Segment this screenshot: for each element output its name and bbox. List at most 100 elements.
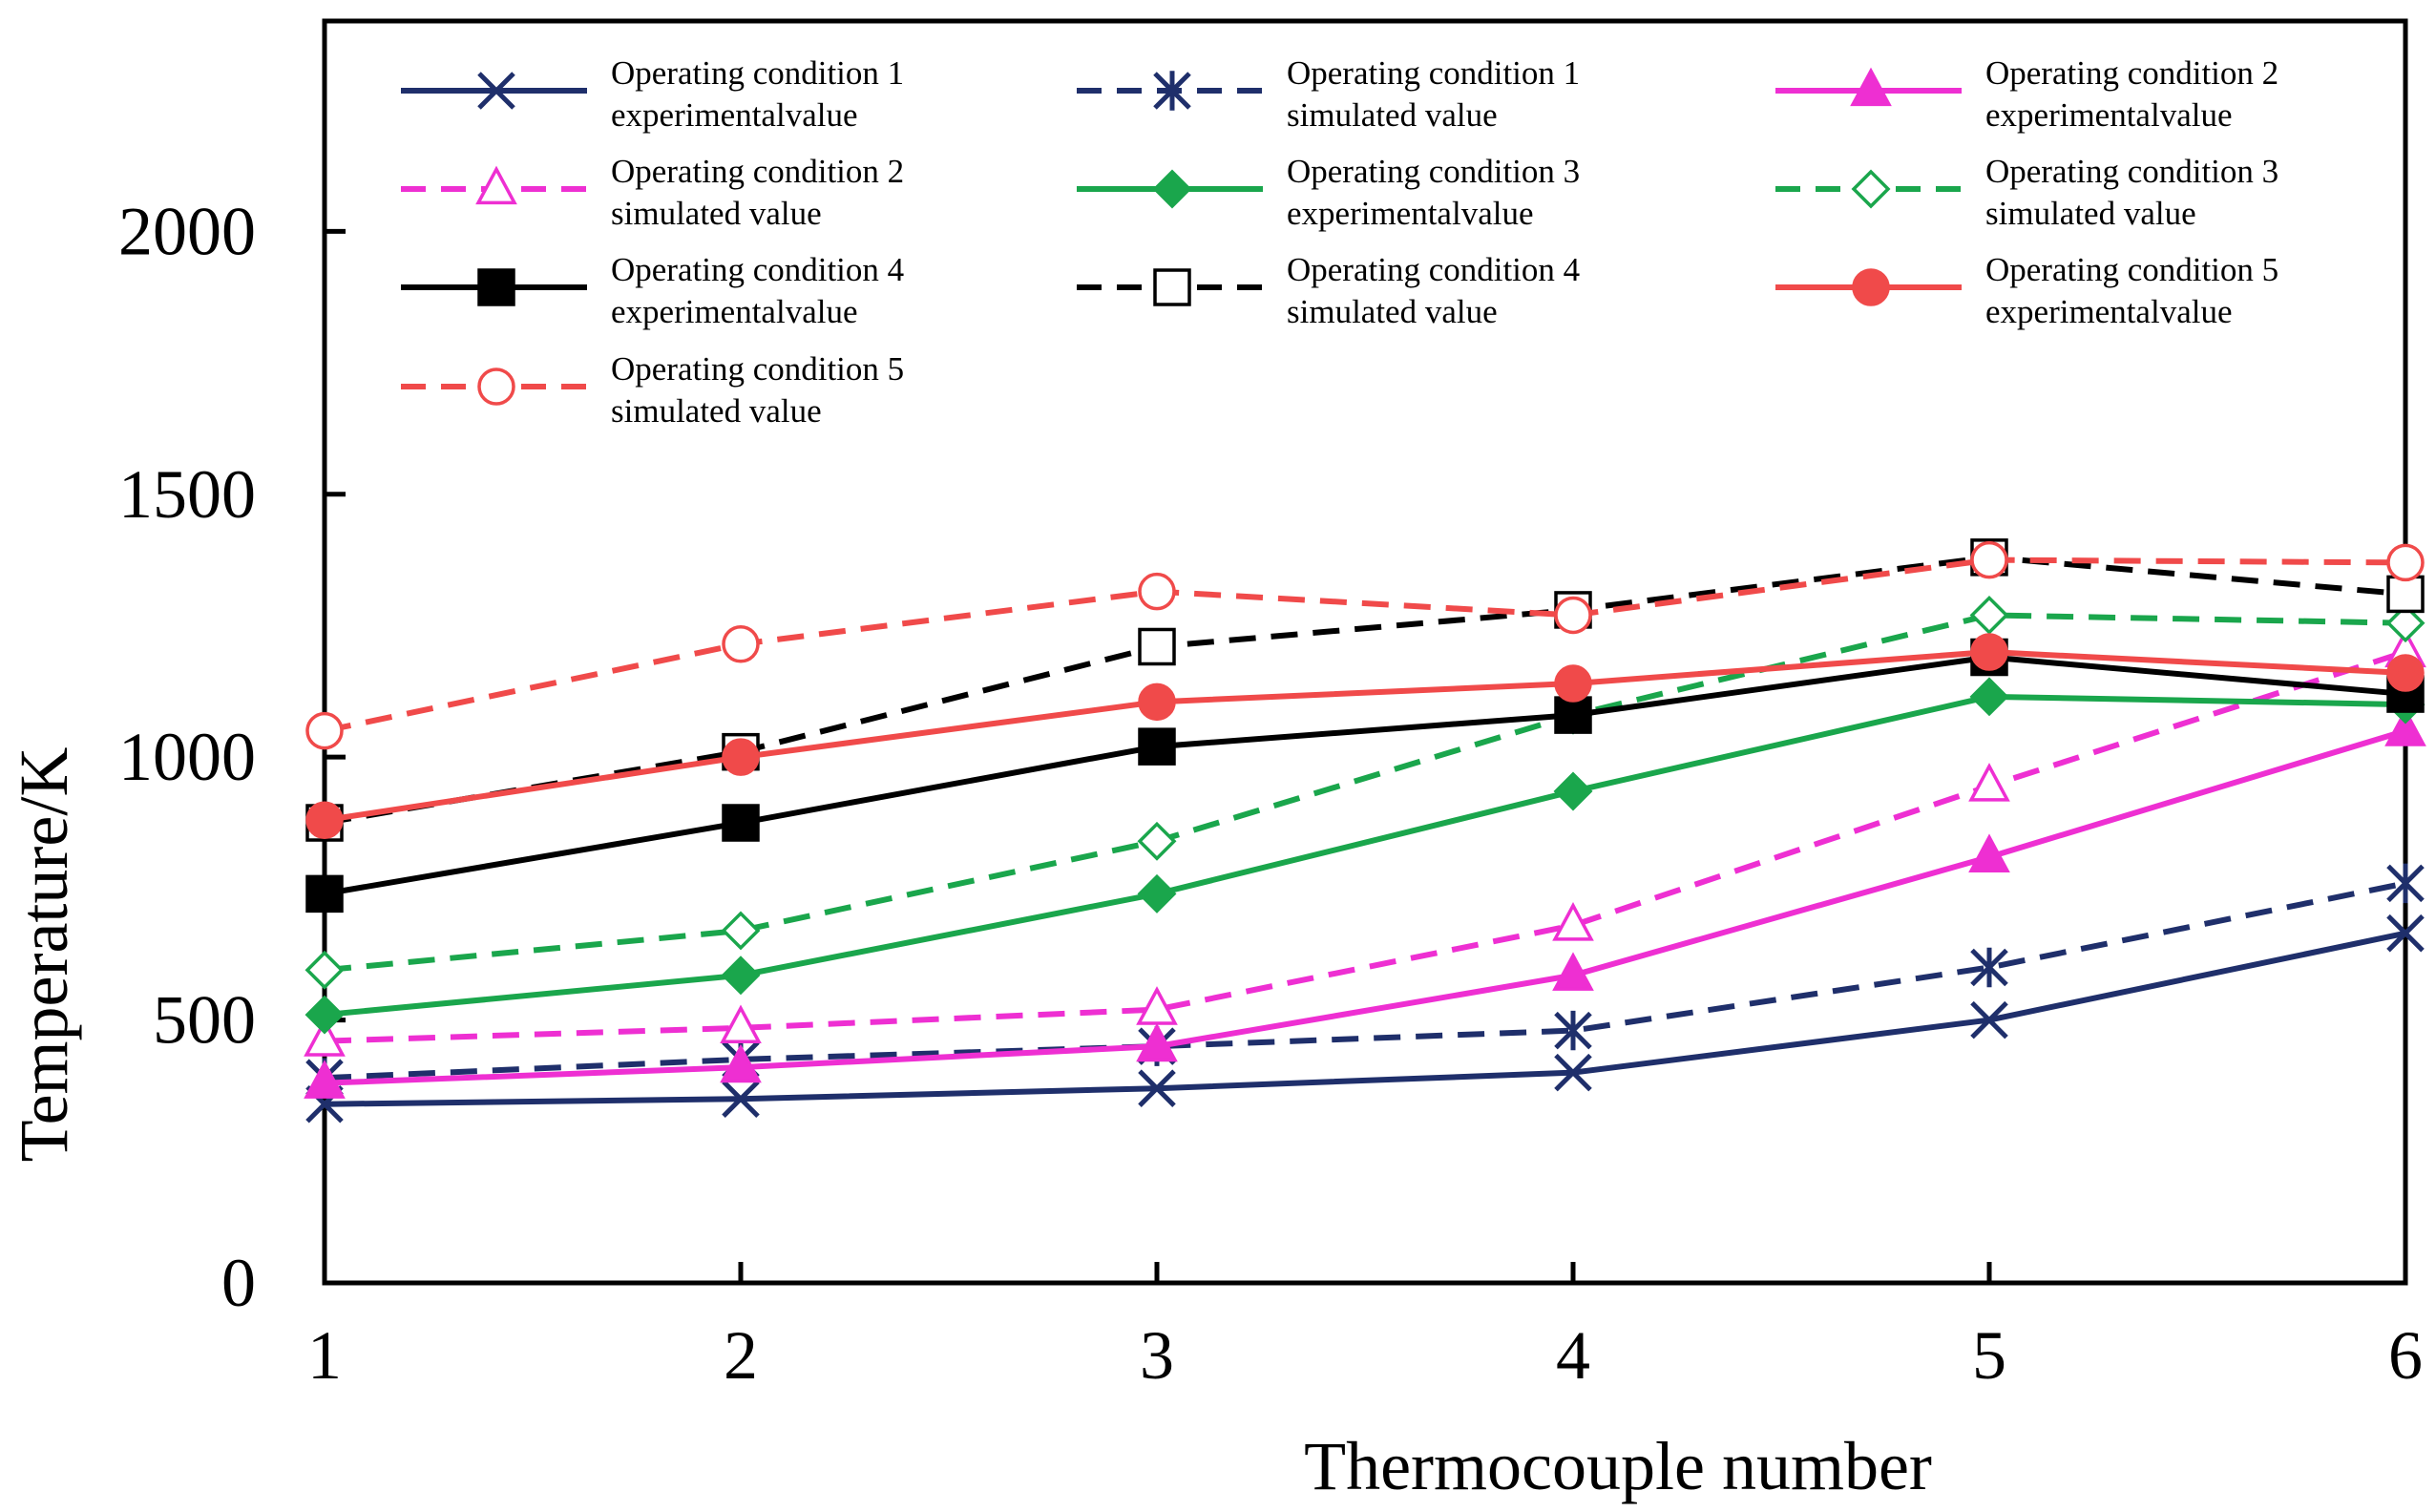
series-3: [304, 707, 2426, 1099]
series-line: [324, 649, 2406, 824]
legend-label-line2: experimentalvalue: [1985, 96, 2232, 134]
data-point: [2385, 603, 2426, 643]
legend-label-line2: simulated value: [1287, 96, 1498, 134]
series-line: [324, 612, 2406, 974]
data-point: [720, 1043, 762, 1083]
legend-label-line2: simulated value: [611, 195, 822, 232]
series-line: [324, 693, 2406, 1018]
data-point: [1970, 947, 2008, 988]
legend-label-line1: Operating condition 4: [611, 251, 904, 288]
legend-label-line2: simulated value: [611, 392, 822, 430]
legend-label-line1: Operating condition 5: [1985, 251, 2278, 288]
y-tick-label: 2000: [118, 193, 256, 269]
data-point: [1136, 986, 1178, 1025]
data-point: [722, 1080, 760, 1118]
legend-marker: [1852, 268, 1890, 306]
data-point: [1970, 1000, 2008, 1040]
data-point: [1138, 682, 1176, 722]
y-axis: 0 500 1000 1500 2000: [118, 193, 346, 1321]
legend-item: Operating condition 1 experimentalvalue: [401, 54, 904, 134]
legend-label-line2: experimentalvalue: [1985, 293, 2232, 330]
legend-label-line2: experimentalvalue: [1287, 195, 1533, 232]
x-tick-label: 5: [1972, 1317, 2006, 1394]
legend-item: Operating condition 4 experimentalvalue: [401, 251, 904, 330]
legend-marker: [1850, 67, 1892, 107]
data-point: [720, 1004, 762, 1043]
x-tick-label: 4: [1556, 1317, 1590, 1394]
data-point: [304, 1060, 346, 1099]
series-10: [305, 540, 2425, 750]
series-line: [324, 649, 2406, 1044]
series-line: [324, 654, 2406, 897]
legend-marker: [1851, 169, 1891, 209]
data-point: [1969, 595, 2009, 635]
data-point: [1138, 727, 1176, 766]
data-point: [1554, 1053, 1592, 1092]
data-point: [721, 911, 761, 951]
series-1: [305, 914, 2425, 1124]
data-point: [1552, 952, 1594, 991]
y-tick-label: 1000: [118, 719, 256, 795]
x-tick-label: 3: [1140, 1317, 1174, 1394]
y-tick-label: 0: [221, 1245, 256, 1321]
x-tick-label: 1: [307, 1317, 342, 1394]
legend-item: Operating condition 3 experimentalvalue: [1077, 153, 1580, 232]
data-point: [1969, 677, 2009, 717]
legend-label-line1: Operating condition 4: [1287, 251, 1580, 288]
series-line: [324, 727, 2406, 1086]
legend-item: Operating condition 3 simulated value: [1775, 153, 2278, 232]
series-line: [324, 556, 2406, 734]
data-point: [1138, 1069, 1176, 1107]
x-axis: 1 2 3 4 5 6: [307, 1262, 2423, 1394]
data-point: [1137, 821, 1177, 861]
series-2: [305, 863, 2425, 1098]
data-point: [304, 1018, 346, 1057]
data-point: [1554, 596, 1592, 635]
legend-item: Operating condition 2 simulated value: [401, 153, 904, 232]
x-tick-label: 6: [2388, 1317, 2423, 1394]
legend-label-line1: Operating condition 3: [1287, 153, 1580, 190]
legend-marker: [477, 268, 515, 306]
legend-marker: [1153, 268, 1191, 306]
data-point: [1554, 664, 1592, 703]
x-tick-label: 2: [724, 1317, 758, 1394]
legend-item: Operating condition 5 simulated value: [401, 350, 904, 430]
legend-label-line1: Operating condition 2: [1985, 54, 2278, 92]
legend-marker: [477, 72, 515, 110]
data-point: [722, 804, 760, 842]
legend-label-line1: Operating condition 2: [611, 153, 904, 190]
data-point: [2386, 575, 2425, 614]
legend-marker: [1152, 169, 1192, 209]
series-line: [324, 880, 2406, 1082]
data-point: [305, 874, 344, 914]
y-tick-label: 500: [153, 982, 256, 1059]
series-line: [324, 930, 2406, 1107]
data-point: [304, 950, 345, 990]
x-axis-label: Thermocouple number: [1304, 1428, 1932, 1504]
legend: Operating condition 1experimentalvalueOp…: [401, 54, 2278, 430]
data-point: [721, 956, 761, 996]
legend-label-line1: Operating condition 5: [611, 350, 904, 388]
data-point: [1136, 1022, 1178, 1062]
data-point: [305, 801, 344, 840]
data-point: [1552, 902, 1594, 941]
legend-marker: [477, 368, 515, 406]
legend-marker: [1153, 71, 1191, 111]
legend-label-line1: Operating condition 1: [1287, 54, 1580, 92]
legend-item: Operating condition 1 simulated value: [1077, 54, 1580, 134]
y-axis-label: Temperature/K: [6, 747, 82, 1163]
legend-label-line2: simulated value: [1287, 293, 1498, 330]
data-point: [305, 711, 344, 750]
data-point: [1137, 873, 1177, 914]
y-tick-label: 1500: [118, 456, 256, 533]
data-point: [722, 738, 760, 776]
series-layer: [304, 538, 2426, 1124]
data-point: [1970, 633, 2008, 671]
data-point: [2386, 543, 2425, 582]
data-point: [1554, 696, 1592, 734]
legend-item: Operating condition 4 simulated value: [1077, 251, 1580, 330]
series-line: [324, 554, 2406, 826]
data-point: [1968, 763, 2010, 802]
legend-label-line1: Operating condition 3: [1985, 153, 2278, 190]
data-point: [2384, 707, 2426, 746]
